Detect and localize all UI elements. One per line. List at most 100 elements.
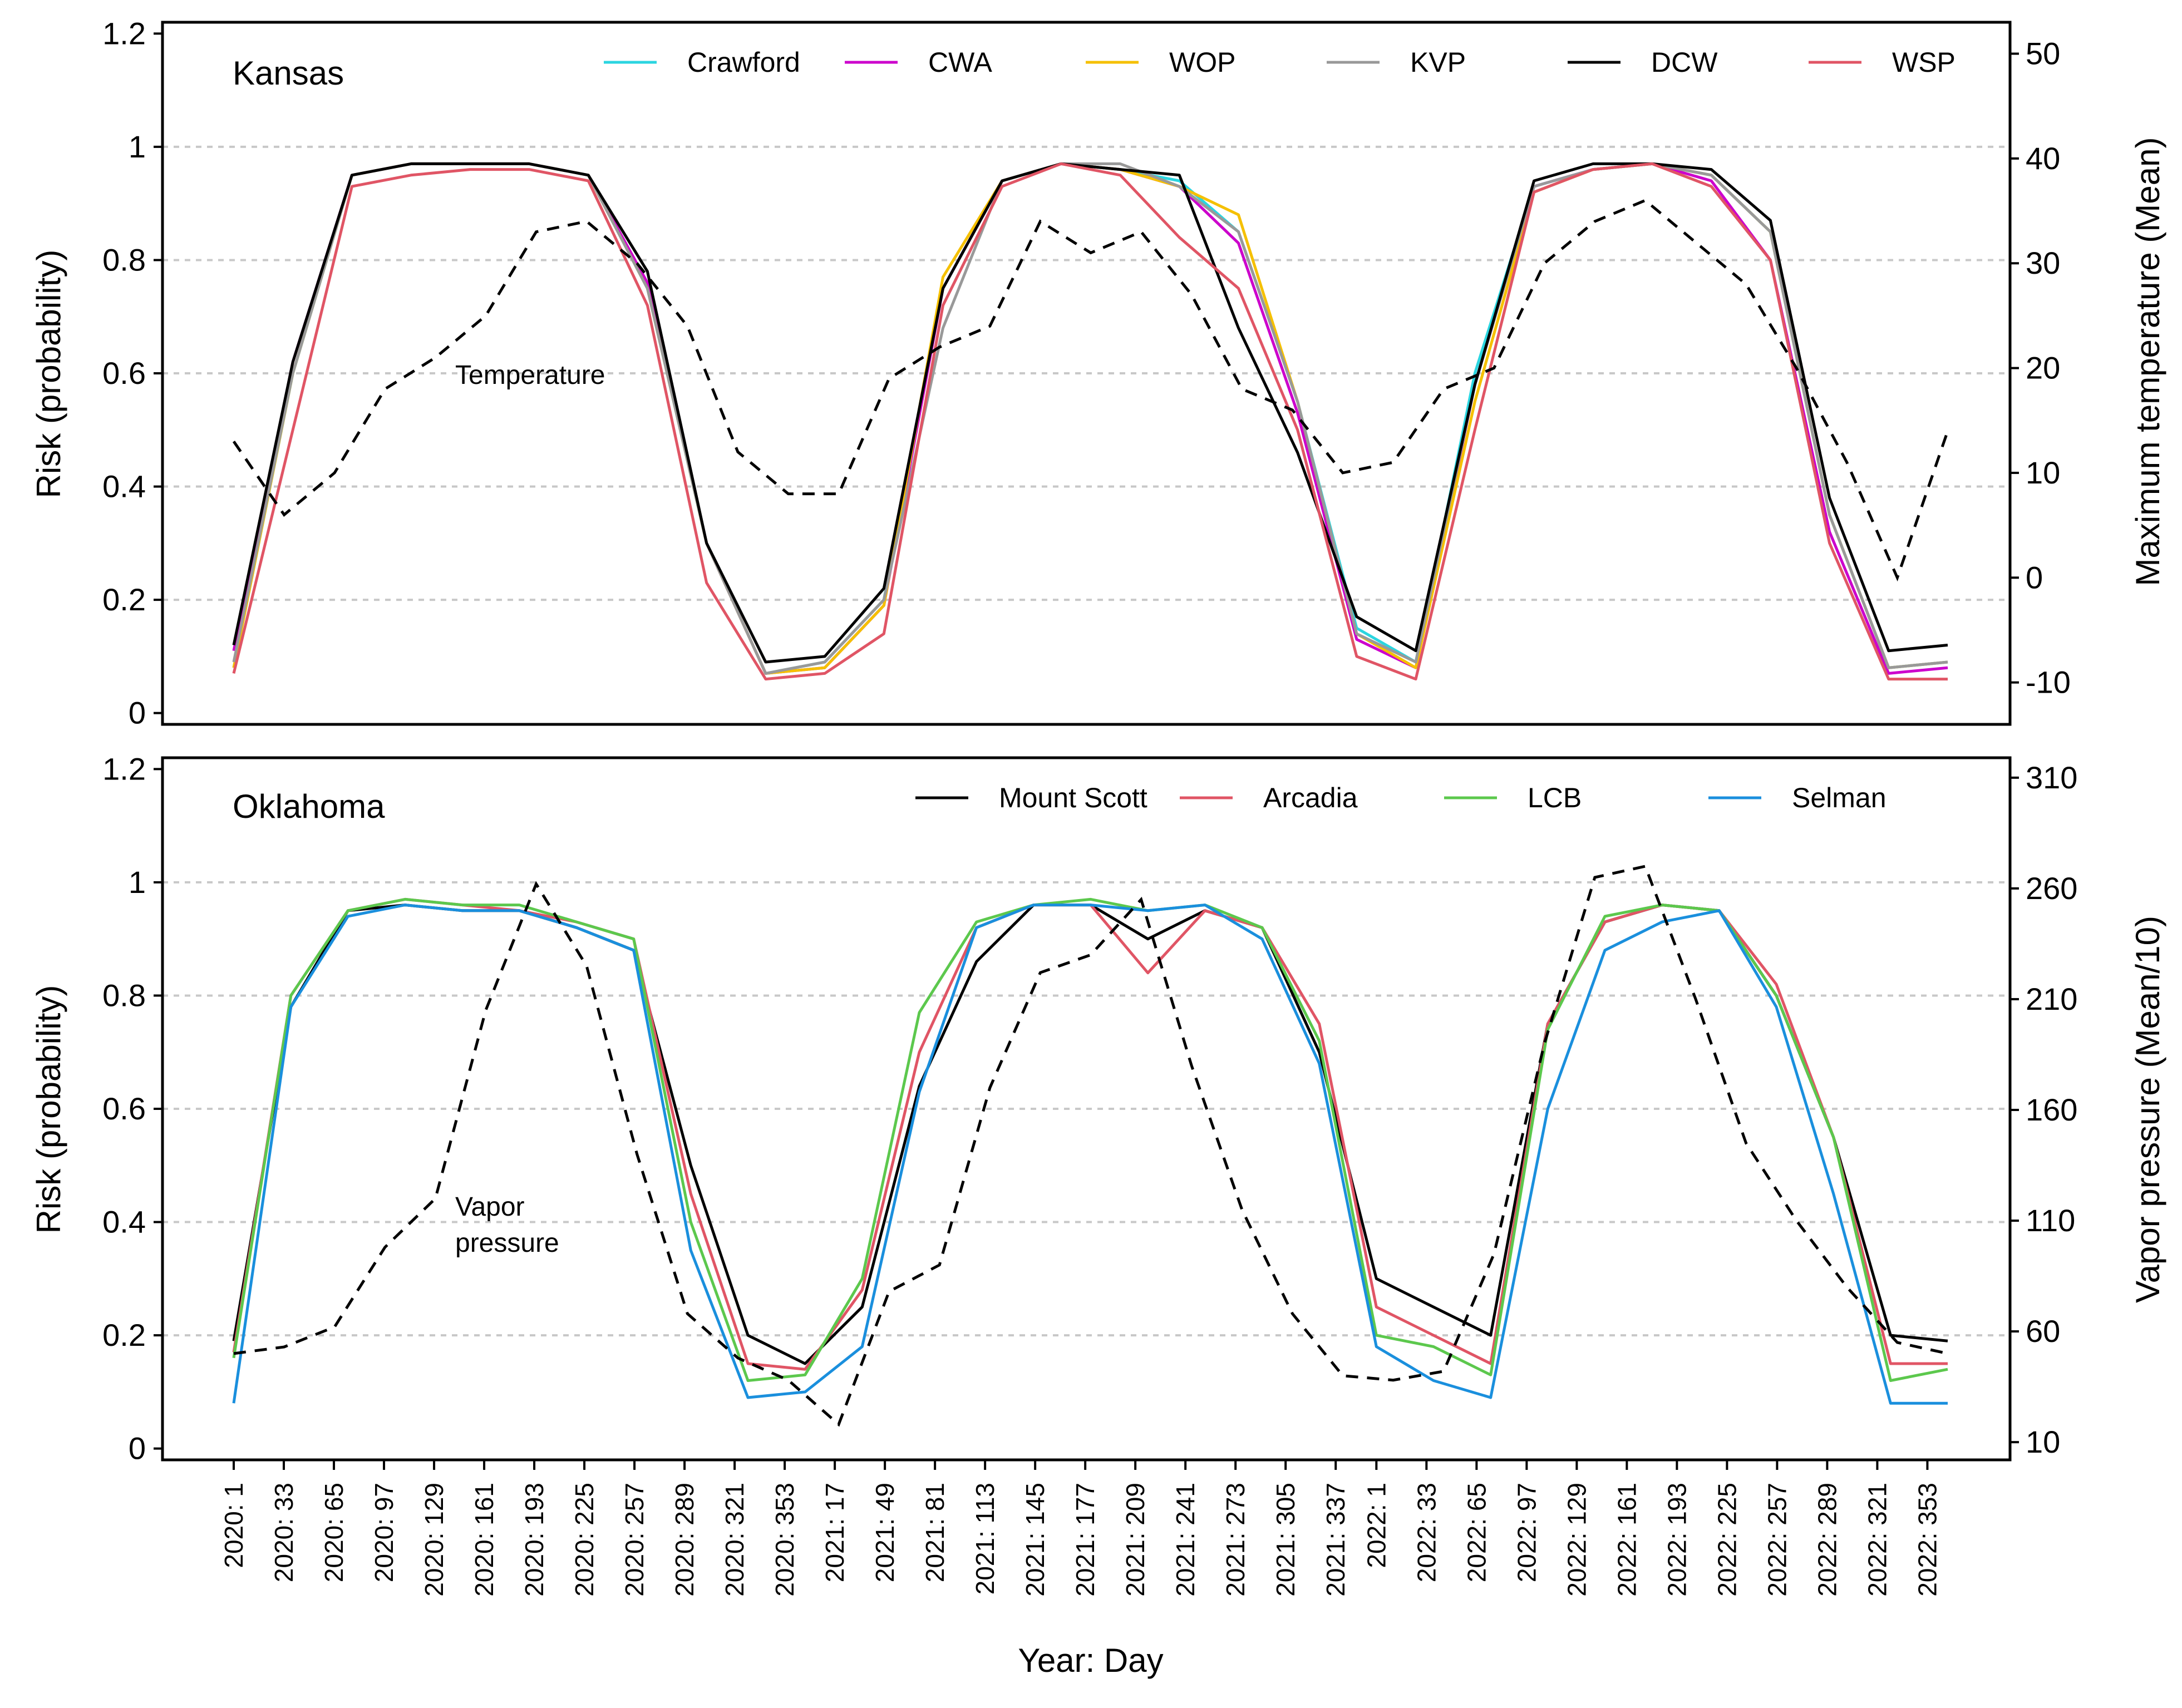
x-tick-label: 2022: 1 bbox=[1362, 1483, 1391, 1568]
y2-tick-label: 10 bbox=[2026, 1424, 2060, 1459]
x-tick-label: 2021: 145 bbox=[1021, 1483, 1050, 1597]
x-tick-label: 2022: 97 bbox=[1512, 1483, 1541, 1582]
kansas-y-ticks: 0 0.2 0.4 0.6 0.8 1 1.2 bbox=[102, 16, 162, 730]
legend-label-arcadia: Arcadia bbox=[1263, 782, 1358, 813]
x-tick-label: 2020: 353 bbox=[770, 1483, 799, 1597]
y2-tick-label: 160 bbox=[2026, 1092, 2077, 1127]
kansas-temperature-line bbox=[232, 199, 1949, 582]
oklahoma-y-ticks: 0 0.2 0.4 0.6 0.8 1 1.2 bbox=[102, 751, 162, 1466]
oklahoma-vapor-pressure-line bbox=[233, 865, 1948, 1427]
y2-tick-label: 210 bbox=[2026, 981, 2077, 1016]
oklahoma-y2-ticks: 10 60 110 160 210 260 310 bbox=[2010, 760, 2077, 1459]
legend-label-kvp: KVP bbox=[1410, 47, 1466, 78]
x-tick-label: 2021: 177 bbox=[1071, 1483, 1100, 1597]
x-tick-label: 2022: 353 bbox=[1913, 1483, 1942, 1597]
oklahoma-annotation-vapor: Vapor bbox=[455, 1192, 525, 1222]
x-tick-label: 2020: 193 bbox=[520, 1483, 549, 1597]
x-tick-label: 2020: 33 bbox=[269, 1483, 298, 1582]
legend-label-wop: WOP bbox=[1169, 47, 1235, 78]
x-axis: 2020: 1 2020: 33 2020: 65 2020: 97 2020: 129… bbox=[219, 1460, 1942, 1597]
kansas-y2label: Maximum temperature (Mean) bbox=[2129, 137, 2166, 586]
legend-label-lcb: LCB bbox=[1528, 782, 1582, 813]
series-line-wop bbox=[232, 162, 1948, 675]
kansas-ylabel: Risk (probability) bbox=[30, 250, 67, 498]
x-tick-label: 2021: 81 bbox=[920, 1483, 949, 1582]
series-line-lcb bbox=[232, 897, 1948, 1382]
y-tick-label: 1.2 bbox=[102, 751, 146, 786]
x-tick-label: 2020: 97 bbox=[370, 1483, 398, 1582]
series-line-mount-scott bbox=[232, 904, 1948, 1365]
y2-tick-label: 60 bbox=[2026, 1314, 2060, 1349]
oklahoma-grid bbox=[162, 881, 2010, 1337]
kansas-y2-ticks: -10 0 10 20 30 40 50 bbox=[2010, 36, 2071, 700]
y-tick-label: 0.8 bbox=[102, 242, 146, 277]
x-tick-label: 2022: 225 bbox=[1712, 1483, 1741, 1597]
x-tick-label: 2022: 193 bbox=[1662, 1483, 1691, 1597]
y2-tick-label: 10 bbox=[2026, 455, 2060, 490]
legend-label-dcw: DCW bbox=[1651, 47, 1718, 78]
y2-tick-label: 50 bbox=[2026, 36, 2060, 71]
legend-label-selman: Selman bbox=[1792, 782, 1887, 813]
x-tick-label: 2022: 257 bbox=[1762, 1483, 1791, 1597]
x-tick-label: 2020: 1 bbox=[219, 1483, 248, 1568]
x-tick-label: 2021: 241 bbox=[1171, 1483, 1200, 1597]
y-tick-label: 0 bbox=[129, 1431, 146, 1466]
x-tick-label: 2020: 65 bbox=[319, 1483, 348, 1582]
kansas-legend: Crawford CWA WOP KVP DCW WSP bbox=[604, 47, 1956, 78]
y2-tick-label: 0 bbox=[2026, 560, 2043, 595]
x-axis-label: Year: Day bbox=[1018, 1642, 1163, 1679]
x-tick-label: 2021: 273 bbox=[1221, 1483, 1250, 1597]
vapor-pressure-line bbox=[233, 865, 1948, 1427]
legend-label-crawford: Crawford bbox=[687, 47, 800, 78]
series-line-selman bbox=[232, 904, 1948, 1405]
series-line-wsp bbox=[232, 162, 1948, 681]
kansas-series-lines bbox=[232, 162, 1948, 681]
y-tick-label: 0 bbox=[129, 695, 146, 730]
oklahoma-y2label: Vapor pressure (Mean/10) bbox=[2129, 916, 2166, 1303]
series-line-kvp bbox=[232, 162, 1948, 675]
y2-tick-label: 40 bbox=[2026, 141, 2060, 176]
y-tick-label: 0.2 bbox=[102, 582, 146, 617]
x-tick-label: 2022: 65 bbox=[1462, 1483, 1491, 1582]
legend-label-cwa: CWA bbox=[928, 47, 992, 78]
y-tick-label: 0.8 bbox=[102, 978, 146, 1013]
kansas-panel-title: Kansas bbox=[233, 55, 344, 92]
temperature-line bbox=[232, 199, 1949, 582]
series-line-cwa bbox=[232, 162, 1948, 675]
x-tick-label: 2020: 289 bbox=[670, 1483, 699, 1597]
panel-oklahoma: 0 0.2 0.4 0.6 0.8 1 1.2 10 60 110 160 210 260 310 Ok… bbox=[30, 751, 2166, 1465]
x-tick-label: 2021: 49 bbox=[870, 1483, 899, 1582]
y2-tick-label: 110 bbox=[2026, 1203, 2075, 1238]
legend-label-mount-scott: Mount Scott bbox=[999, 782, 1147, 813]
x-tick-label: 2021: 113 bbox=[971, 1483, 999, 1595]
oklahoma-legend: Mount Scott Arcadia LCB Selman bbox=[915, 782, 1887, 813]
y2-tick-label: 310 bbox=[2026, 760, 2077, 795]
x-tick-label: 2020: 321 bbox=[720, 1483, 749, 1597]
y2-tick-label: 260 bbox=[2026, 871, 2077, 906]
y-tick-label: 1.2 bbox=[102, 16, 146, 51]
y2-tick-label: 30 bbox=[2026, 245, 2060, 280]
y-tick-label: 0.4 bbox=[102, 469, 146, 504]
x-tick-label: 2021: 305 bbox=[1271, 1483, 1300, 1597]
kansas-grid bbox=[162, 145, 2010, 601]
y2-tick-label: -10 bbox=[2026, 665, 2071, 700]
x-tick-label: 2022: 289 bbox=[1812, 1483, 1841, 1597]
x-tick-label: 2021: 337 bbox=[1321, 1483, 1350, 1597]
y-tick-label: 0.6 bbox=[102, 356, 146, 391]
oklahoma-panel-title: Oklahoma bbox=[233, 788, 385, 825]
y-tick-label: 1 bbox=[129, 129, 146, 164]
x-tick-label: 2022: 321 bbox=[1863, 1483, 1892, 1597]
oklahoma-ylabel: Risk (probability) bbox=[30, 985, 67, 1234]
x-tick-label: 2020: 257 bbox=[620, 1483, 649, 1597]
y-tick-label: 0.2 bbox=[102, 1317, 146, 1352]
x-tick-label: 2022: 33 bbox=[1412, 1483, 1441, 1582]
kansas-annotation-temperature: Temperature bbox=[455, 361, 605, 390]
x-tick-label: 2020: 129 bbox=[420, 1483, 449, 1597]
series-line-dcw bbox=[232, 162, 1948, 664]
y-tick-label: 1 bbox=[129, 865, 146, 900]
oklahoma-annotation-pressure: pressure bbox=[455, 1228, 559, 1258]
series-line-crawford bbox=[232, 162, 1948, 675]
x-tick-label: 2022: 161 bbox=[1612, 1483, 1641, 1597]
